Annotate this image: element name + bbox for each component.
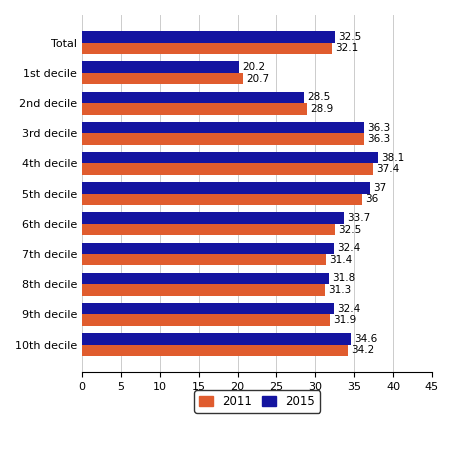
Bar <box>82 31 335 43</box>
Text: 34.6: 34.6 <box>354 334 377 344</box>
Text: 32.4: 32.4 <box>337 304 360 314</box>
Bar <box>82 314 330 326</box>
Bar <box>82 103 307 114</box>
Text: 32.1: 32.1 <box>335 44 358 54</box>
Text: 32.5: 32.5 <box>338 225 361 235</box>
Text: 32.5: 32.5 <box>338 32 361 42</box>
Bar <box>82 61 239 73</box>
Bar <box>82 92 304 103</box>
Bar <box>82 224 335 235</box>
Bar <box>82 345 348 356</box>
Bar <box>82 73 243 84</box>
Text: 37: 37 <box>373 183 386 193</box>
Bar <box>82 163 373 175</box>
Text: 28.5: 28.5 <box>307 92 330 102</box>
Bar <box>82 333 351 345</box>
Legend: 2011, 2015: 2011, 2015 <box>194 390 320 413</box>
Text: 36.3: 36.3 <box>367 134 390 144</box>
Text: 31.4: 31.4 <box>329 255 353 265</box>
Text: 20.7: 20.7 <box>246 74 269 84</box>
Text: 28.9: 28.9 <box>310 104 333 114</box>
Text: 31.8: 31.8 <box>332 273 355 283</box>
Bar <box>82 133 364 145</box>
Bar <box>82 122 364 133</box>
Bar <box>82 152 378 163</box>
Text: 31.3: 31.3 <box>329 285 352 295</box>
Text: 36: 36 <box>365 194 378 204</box>
Bar <box>82 273 329 284</box>
Bar <box>82 182 370 193</box>
Bar <box>82 284 326 296</box>
Text: 34.2: 34.2 <box>351 345 375 355</box>
Bar <box>82 193 362 205</box>
Bar <box>82 43 332 54</box>
Bar <box>82 254 326 266</box>
Bar <box>82 212 344 224</box>
Text: 38.1: 38.1 <box>381 153 405 163</box>
Text: 20.2: 20.2 <box>242 62 266 72</box>
Text: 36.3: 36.3 <box>367 123 390 133</box>
Bar <box>82 242 334 254</box>
Text: 31.9: 31.9 <box>333 315 356 325</box>
Text: 32.4: 32.4 <box>337 243 360 253</box>
Bar <box>82 303 334 314</box>
Text: 33.7: 33.7 <box>347 213 370 223</box>
Text: 37.4: 37.4 <box>376 164 399 174</box>
